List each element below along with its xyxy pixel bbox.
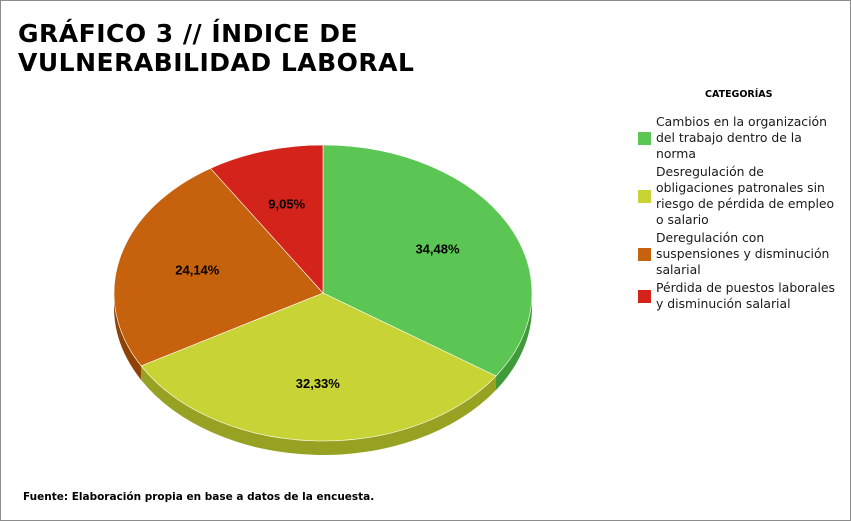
source-note: Fuente: Elaboración propia en base a dat…	[23, 491, 375, 503]
chart-title: GRÁFICO 3 // ÍNDICE DE VULNERABILIDAD LA…	[18, 19, 415, 77]
slice-4-value-label: 9,05%	[268, 196, 305, 211]
slice-2-value-label: 32,33%	[296, 376, 341, 391]
legend-items: Cambios en la organización del trabajo d…	[637, 114, 847, 312]
legend-swatch	[638, 247, 651, 261]
legend-label: Pérdida de puestos laborales y disminuci…	[656, 280, 835, 311]
legend-item-4: Pérdida de puestos laborales y disminuci…	[637, 280, 847, 312]
slice-1-value-label: 34,48%	[415, 241, 460, 256]
slice-3-value-label: 24,14%	[175, 262, 220, 277]
pie-slices	[113, 144, 533, 442]
slice-2	[140, 292, 497, 442]
legend-title: CATEGORÍAS	[705, 89, 773, 100]
slice-4	[209, 144, 324, 294]
legend-item-3: Deregulación con suspensiones y disminuc…	[637, 230, 847, 278]
legend-item-2: Desregulación de obligaciones patronales…	[637, 164, 847, 228]
slice-3	[113, 167, 324, 367]
slice-1	[322, 144, 533, 377]
legend-label: Deregulación con suspensiones y disminuc…	[656, 230, 830, 277]
legend-label: Desregulación de obligaciones patronales…	[656, 164, 835, 227]
legend-swatch	[638, 289, 651, 303]
legend-label: Cambios en la organización del trabajo d…	[656, 114, 827, 161]
legend-swatch	[638, 189, 651, 203]
slice-2-side	[141, 365, 497, 455]
legend-item-1: Cambios en la organización del trabajo d…	[637, 114, 847, 162]
pie-data-labels: 34,48% 32,33% 24,14% 9,05%	[175, 196, 460, 391]
legend-swatch	[638, 131, 651, 145]
slice-3-side	[114, 293, 142, 380]
legend: CATEGORÍAS Cambios en la organización de…	[637, 89, 847, 314]
